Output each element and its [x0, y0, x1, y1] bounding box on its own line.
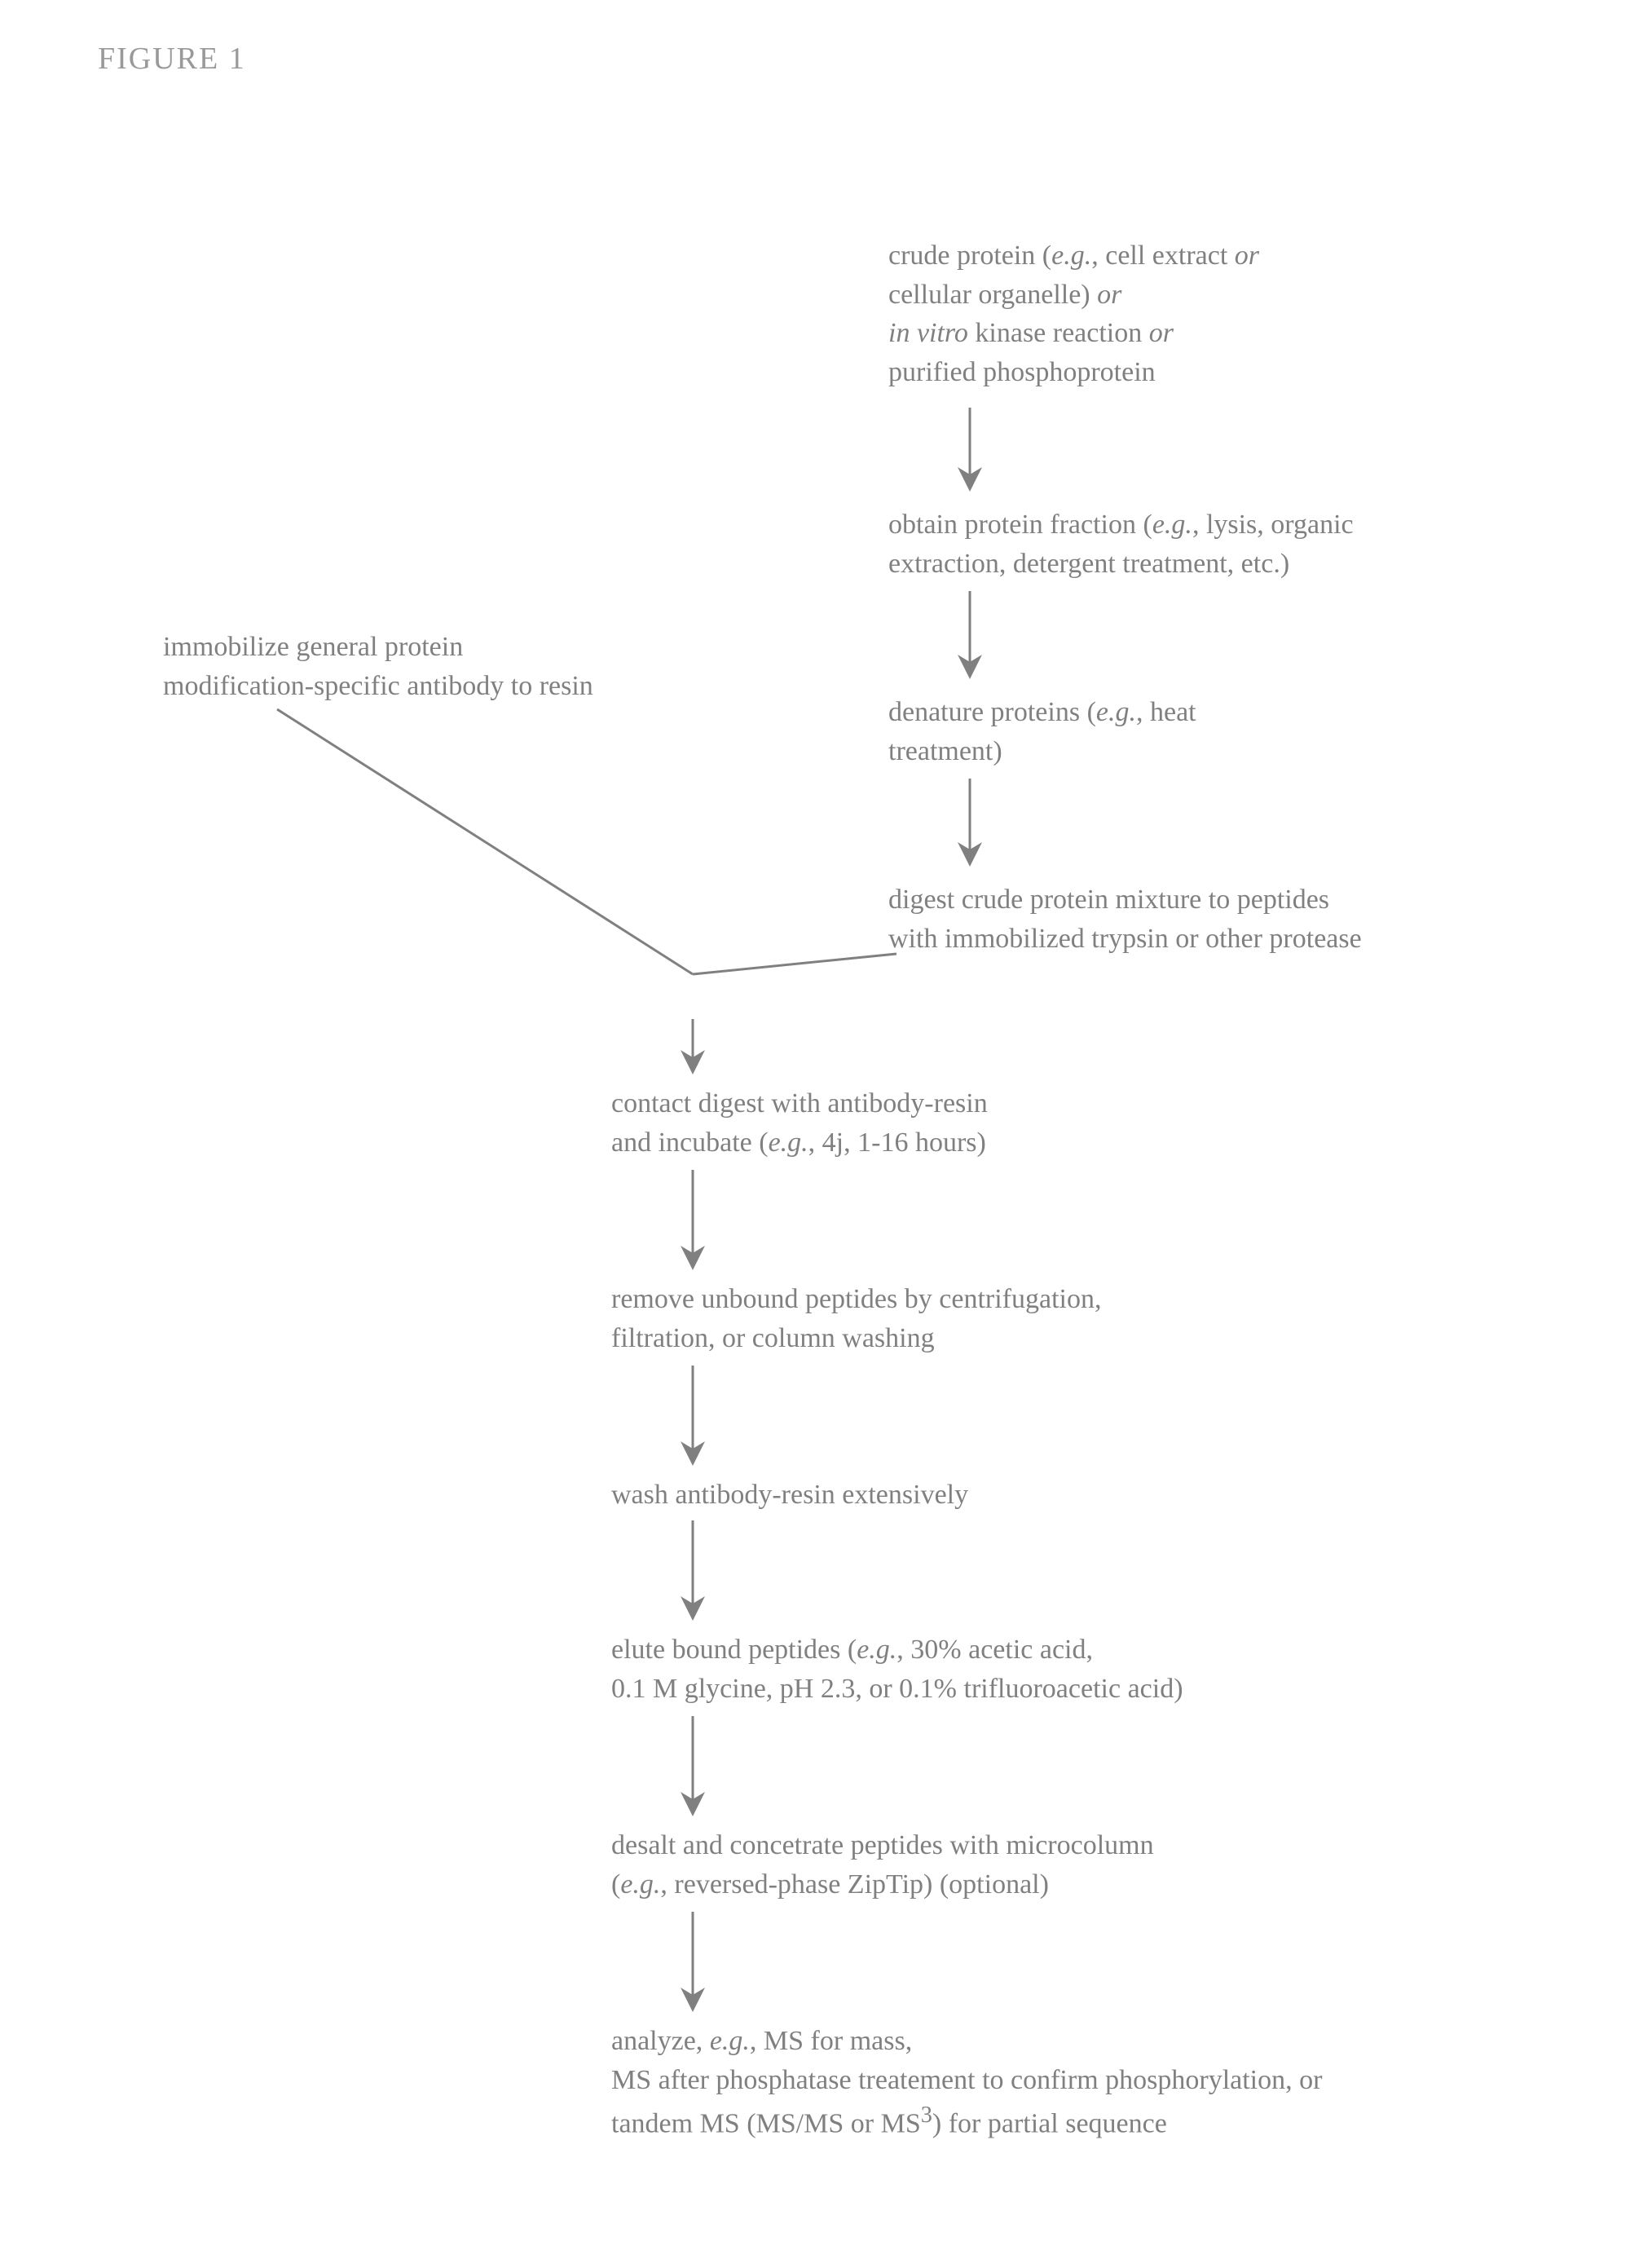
node-wash: wash antibody-resin extensively	[611, 1476, 1182, 1515]
node-digest: digest crude protein mixture to peptides…	[888, 880, 1540, 958]
merge-right-line	[693, 954, 896, 974]
node-analyze: analyze, e.g., MS for mass,MS after phos…	[611, 2022, 1508, 2143]
node-obtain-fraction: obtain protein fraction (e.g., lysis, or…	[888, 505, 1540, 583]
node-contact: contact digest with antibody-resinand in…	[611, 1084, 1222, 1162]
node-denature: denature proteins (e.g., heattreatment)	[888, 693, 1377, 770]
node-immobilize: immobilize general proteinmodification-s…	[163, 628, 693, 705]
figure-title: FIGURE 1	[98, 41, 246, 77]
node-remove: remove unbound peptides by centrifugatio…	[611, 1280, 1263, 1357]
node-crude-protein: crude protein (e.g., cell extract orcell…	[888, 236, 1459, 391]
merge-left-line	[277, 709, 693, 974]
node-desalt: desalt and concetrate peptides with micr…	[611, 1826, 1345, 1904]
node-elute: elute bound peptides (e.g., 30% acetic a…	[611, 1630, 1345, 1708]
